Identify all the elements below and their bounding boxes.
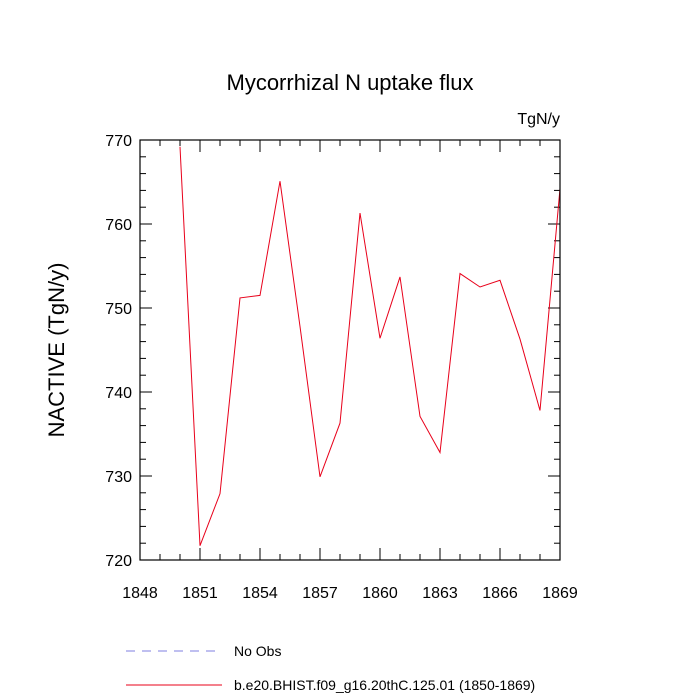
y-axis-label: NACTIVE (TgN/y) [44,263,69,438]
y-tick-label: 740 [105,385,132,402]
y-tick-label: 720 [105,553,132,570]
x-tick-label: 1860 [362,585,398,602]
plot-frame [139,139,561,561]
plot-area: 1848 1851 1854 1857 1860 1863 1866 1869 720 730 74… [105,133,578,602]
legend: No Obs b.e20.BHIST.f09_g16.20thC.125.01 (… [126,643,535,693]
y-tick-label: 760 [105,217,132,234]
y-tick-label: 770 [105,133,132,150]
x-tick-label: 1854 [242,585,278,602]
legend-label: b.e20.BHIST.f09_g16.20thC.125.01 (1850-1… [234,677,535,693]
series-line [179,146,561,546]
x-tick-label: 1863 [422,585,458,602]
x-tick-label: 1851 [182,585,218,602]
legend-label: No Obs [234,643,281,659]
chart-title: Mycorrhizal N uptake flux [227,70,474,95]
x-tick-label: 1857 [302,585,338,602]
y-tick-label: 730 [105,469,132,486]
y-tick-label: 750 [105,301,132,318]
x-tick-label: 1848 [122,585,158,602]
x-tick-label: 1866 [482,585,518,602]
x-tick-label: 1869 [542,585,578,602]
units-label: TgN/y [517,111,560,128]
